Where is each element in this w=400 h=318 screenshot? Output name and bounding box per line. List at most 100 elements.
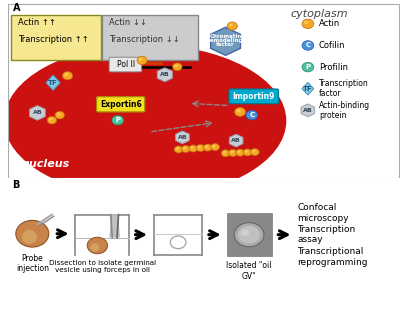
Text: Actin: Actin xyxy=(319,19,340,28)
Circle shape xyxy=(174,64,178,67)
Circle shape xyxy=(252,150,255,152)
Text: nucleus: nucleus xyxy=(22,159,70,169)
Ellipse shape xyxy=(22,230,37,244)
Polygon shape xyxy=(46,75,60,90)
Polygon shape xyxy=(229,134,243,147)
Circle shape xyxy=(243,149,252,156)
Circle shape xyxy=(47,116,57,124)
Polygon shape xyxy=(176,131,189,144)
Text: Transcription
factor: Transcription factor xyxy=(319,79,369,99)
Text: P: P xyxy=(305,64,310,70)
Text: Importin9: Importin9 xyxy=(232,92,275,101)
Text: Transcription ↓↓: Transcription ↓↓ xyxy=(109,35,180,44)
Circle shape xyxy=(198,146,201,149)
Circle shape xyxy=(137,56,147,65)
Polygon shape xyxy=(211,27,240,55)
Circle shape xyxy=(174,146,183,153)
Circle shape xyxy=(204,144,212,151)
FancyBboxPatch shape xyxy=(227,213,272,256)
FancyBboxPatch shape xyxy=(229,89,278,104)
Circle shape xyxy=(229,23,233,26)
Circle shape xyxy=(223,151,226,154)
Text: C: C xyxy=(305,43,310,48)
Ellipse shape xyxy=(91,243,99,252)
Circle shape xyxy=(173,63,182,71)
Circle shape xyxy=(302,62,314,72)
Circle shape xyxy=(234,107,246,116)
FancyBboxPatch shape xyxy=(96,97,145,112)
Circle shape xyxy=(236,109,241,112)
Text: Profilin: Profilin xyxy=(319,63,348,72)
Circle shape xyxy=(57,113,60,115)
Text: Actin-binding
protein: Actin-binding protein xyxy=(319,100,370,120)
Text: AB: AB xyxy=(231,138,241,143)
Polygon shape xyxy=(30,106,45,120)
Circle shape xyxy=(49,118,52,121)
Circle shape xyxy=(228,149,237,156)
Text: Exportin6: Exportin6 xyxy=(100,100,142,109)
Circle shape xyxy=(112,115,124,125)
Text: Confocal
microscopy: Confocal microscopy xyxy=(297,203,349,223)
Text: Dissection to isolate germinal
vesicle using forceps in oil: Dissection to isolate germinal vesicle u… xyxy=(48,260,156,273)
Text: cytoplasm: cytoplasm xyxy=(290,10,348,19)
Circle shape xyxy=(64,73,68,76)
FancyBboxPatch shape xyxy=(109,57,142,72)
Circle shape xyxy=(196,145,205,152)
FancyBboxPatch shape xyxy=(11,15,100,60)
Circle shape xyxy=(237,150,241,153)
Circle shape xyxy=(139,58,142,61)
FancyBboxPatch shape xyxy=(102,15,198,60)
Circle shape xyxy=(304,21,308,24)
Circle shape xyxy=(212,145,216,148)
Text: AB: AB xyxy=(178,135,187,140)
Circle shape xyxy=(16,220,49,247)
Circle shape xyxy=(245,150,248,153)
Circle shape xyxy=(211,144,219,151)
Polygon shape xyxy=(302,82,314,95)
Text: A: A xyxy=(13,3,20,13)
Text: Pol II: Pol II xyxy=(116,60,135,69)
Text: Probe
injection: Probe injection xyxy=(16,254,49,273)
Text: TF: TF xyxy=(48,80,58,86)
Circle shape xyxy=(55,111,64,119)
Circle shape xyxy=(238,226,260,244)
Text: Actin ↑↑: Actin ↑↑ xyxy=(18,18,56,27)
Circle shape xyxy=(227,22,237,30)
Circle shape xyxy=(250,149,259,156)
Circle shape xyxy=(221,150,230,157)
Text: Actin ↓↓: Actin ↓↓ xyxy=(109,18,147,27)
Circle shape xyxy=(205,145,208,148)
Circle shape xyxy=(176,147,179,150)
Circle shape xyxy=(87,237,108,254)
Text: AB: AB xyxy=(32,110,42,115)
Circle shape xyxy=(302,19,314,29)
Circle shape xyxy=(183,147,186,149)
Circle shape xyxy=(236,149,244,156)
Circle shape xyxy=(241,230,249,236)
Circle shape xyxy=(189,145,198,152)
Text: remodeling: remodeling xyxy=(208,38,243,43)
Text: Chromatin: Chromatin xyxy=(210,34,242,39)
Circle shape xyxy=(230,151,233,153)
Polygon shape xyxy=(157,68,172,82)
Circle shape xyxy=(246,110,258,120)
Circle shape xyxy=(234,223,264,247)
Text: Isolated "oil
GV": Isolated "oil GV" xyxy=(226,261,272,281)
Text: P: P xyxy=(115,117,120,123)
Text: Transcription
assay: Transcription assay xyxy=(297,225,356,245)
Polygon shape xyxy=(301,104,315,117)
Text: Transcription ↑↑: Transcription ↑↑ xyxy=(18,35,88,44)
Text: factor: factor xyxy=(216,42,235,47)
Circle shape xyxy=(62,72,73,80)
Text: AB: AB xyxy=(160,72,170,77)
Circle shape xyxy=(302,41,314,50)
Text: TF: TF xyxy=(303,86,313,92)
Text: Cofilin: Cofilin xyxy=(319,41,345,50)
Text: C: C xyxy=(249,112,254,118)
Polygon shape xyxy=(110,215,119,237)
Text: B: B xyxy=(12,180,19,190)
Circle shape xyxy=(190,146,194,149)
Ellipse shape xyxy=(4,45,286,197)
Circle shape xyxy=(182,146,190,153)
Text: AB: AB xyxy=(303,108,313,113)
